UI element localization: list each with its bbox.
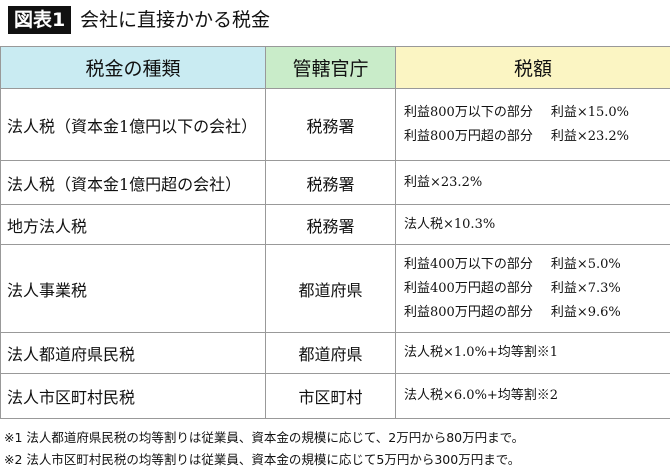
tax-line: 法人税×1.0%+均等割※1	[404, 341, 670, 365]
tax-part: 利益×9.6%	[550, 304, 621, 320]
tax-part: 利益400万以下の部分	[404, 256, 533, 272]
column-header: 税額	[395, 46, 670, 89]
tax-part: 利益800万円超の部分	[404, 128, 533, 144]
notes: ※1 法人都道府県民税の均等割りは従業員、資本金の規模に応じて、2万円から80万…	[4, 427, 524, 471]
tax-part: 法人税×6.0%+均等割※2	[404, 388, 559, 403]
header-row: 税金の種類 管轄官庁 税額	[0, 46, 670, 89]
tax-part: 法人税×10.3%	[404, 216, 496, 232]
figure-label: 図表1	[8, 6, 72, 34]
tax-amount: 利益800万以下の部分 利益×15.0% 利益800万円超の部分 利益×23.2%	[395, 88, 670, 161]
column-header: 税金の種類	[0, 46, 266, 89]
footnote: ※2 法人市区町村民税の均等割りは従業員、資本金の規模に応じて5万円から300万…	[4, 452, 521, 467]
tax-line: 法人税×10.3%	[404, 213, 670, 237]
tax-name: 法人税（資本金1億円超の会社）	[0, 160, 266, 205]
tax-part: 利益×23.2%	[404, 174, 483, 190]
tax-name: 法人税（資本金1億円以下の会社）	[0, 88, 266, 161]
tax-office: 税務署	[265, 160, 396, 205]
tax-office: 都道府県	[265, 332, 396, 374]
tax-office: 都道府県	[265, 244, 396, 333]
tax-office: 税務署	[265, 88, 396, 161]
tax-line: 利益400万円超の部分 利益×7.3%	[404, 277, 670, 301]
tax-amount: 利益400万以下の部分 利益×5.0% 利益400万円超の部分 利益×7.3% 利益80…	[395, 244, 670, 333]
tax-table: 税金の種類 管轄官庁 税額 法人税（資本金1億円以下の会社） 税務署 利益800万以下の…	[0, 46, 670, 419]
tax-part: 利益×23.2%	[550, 128, 630, 144]
table-row: 法人都道府県民税 都道府県 法人税×1.0%+均等割※1	[0, 332, 670, 374]
tax-part: 法人税×1.0%+均等割※1	[404, 345, 559, 360]
tax-part: 利益×7.3%	[550, 280, 621, 296]
table-row: 法人税（資本金1億円超の会社） 税務署 利益×23.2%	[0, 160, 670, 205]
tax-part: 利益×15.0%	[550, 104, 630, 120]
tax-office: 市区町村	[265, 373, 396, 419]
tax-amount: 利益×23.2%	[395, 160, 670, 205]
tax-line: 利益800万円超の部分 利益×9.6%	[404, 301, 670, 325]
tax-part: 利益400万円超の部分	[404, 280, 533, 296]
tax-line: 利益400万以下の部分 利益×5.0%	[404, 253, 670, 277]
tax-line: 法人税×6.0%+均等割※2	[404, 384, 670, 408]
tax-name: 法人市区町村民税	[0, 373, 266, 419]
tax-amount: 法人税×6.0%+均等割※2	[395, 373, 670, 419]
table-body: 法人税（資本金1億円以下の会社） 税務署 利益800万以下の部分 利益×15.0% 利益…	[0, 88, 670, 419]
table-row: 法人税（資本金1億円以下の会社） 税務署 利益800万以下の部分 利益×15.0% 利益…	[0, 88, 670, 161]
tax-part: 利益800万以下の部分	[404, 104, 533, 120]
tax-amount: 法人税×10.3%	[395, 204, 670, 245]
tax-line: 利益800万以下の部分 利益×15.0%	[404, 101, 670, 125]
tax-name: 法人事業税	[0, 244, 266, 333]
tax-line: 利益×23.2%	[404, 171, 670, 195]
tax-name: 地方法人税	[0, 204, 266, 245]
figure-title: 会社に直接かかる税金	[80, 9, 271, 31]
table-row: 法人市区町村民税 市区町村 法人税×6.0%+均等割※2	[0, 373, 670, 419]
tax-part: 利益×5.0%	[550, 256, 621, 272]
footnote: ※1 法人都道府県民税の均等割りは従業員、資本金の規模に応じて、2万円から80万…	[4, 430, 525, 445]
tax-line: 利益800万円超の部分 利益×23.2%	[404, 125, 670, 149]
table-row: 地方法人税 税務署 法人税×10.3%	[0, 204, 670, 245]
tax-amount: 法人税×1.0%+均等割※1	[395, 332, 670, 374]
tax-name: 法人都道府県民税	[0, 332, 266, 374]
column-header: 管轄官庁	[265, 46, 396, 89]
tax-office: 税務署	[265, 204, 396, 245]
table-row: 法人事業税 都道府県 利益400万以下の部分 利益×5.0% 利益400万円超の部分 利益…	[0, 244, 670, 333]
tax-part: 利益800万円超の部分	[404, 304, 533, 320]
